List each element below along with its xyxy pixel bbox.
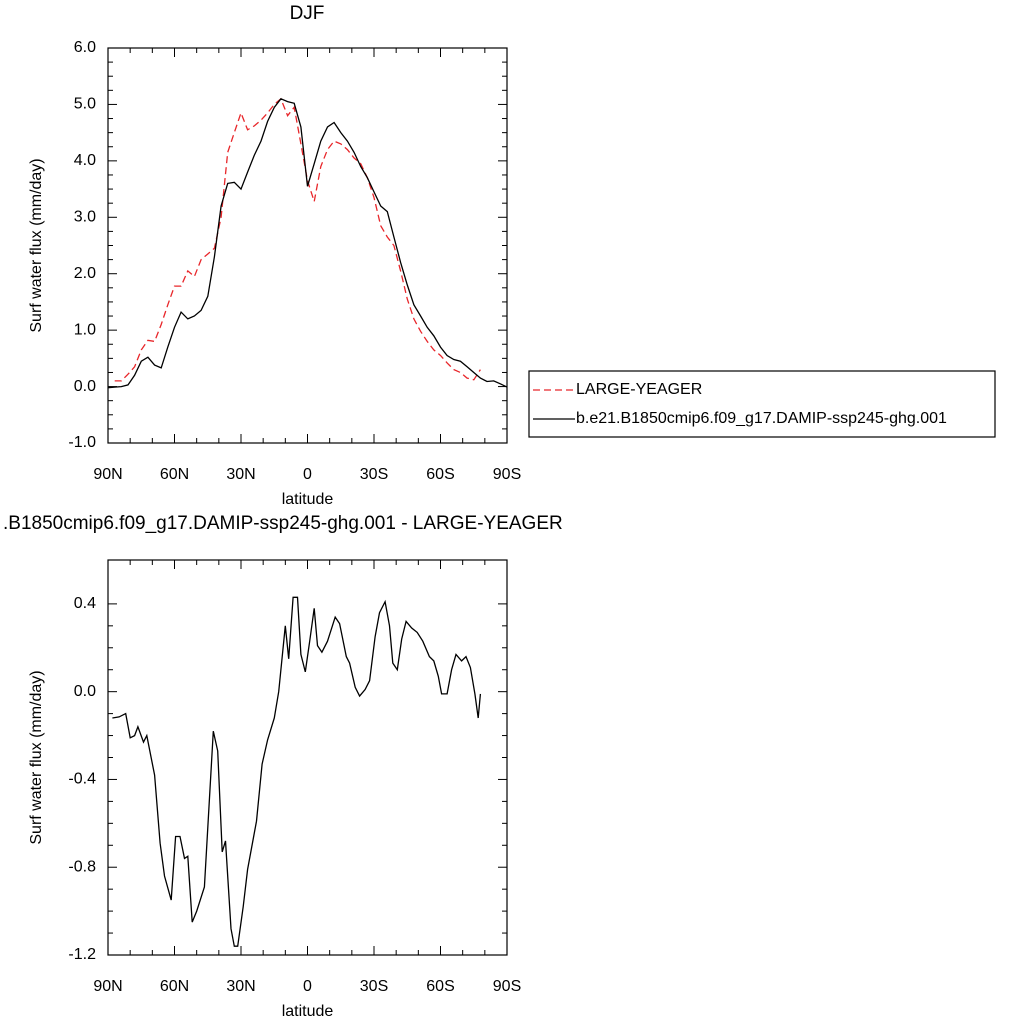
chart-title: .B1850cmip6.f09_g17.DAMIP-ssp245-ghg.001…: [3, 513, 563, 534]
y-axis-label: Surf water flux (mm/day): [28, 158, 45, 332]
data-line: [112, 596, 482, 947]
x-tick-label: 60N: [160, 978, 189, 995]
x-axis-label: latitude: [282, 491, 334, 508]
x-tick-label: 30N: [226, 466, 255, 483]
x-tick-label: 90S: [493, 978, 521, 995]
y-tick-label: -1.0: [68, 434, 96, 451]
x-axis-label: latitude: [282, 1003, 334, 1020]
chart-title: DJF: [290, 3, 325, 24]
legend-label: LARGE-YEAGER: [576, 381, 702, 398]
x-tick-label: 60S: [426, 466, 454, 483]
y-tick-label: 5.0: [74, 96, 96, 113]
plot-frame: [107, 47, 508, 444]
plot: DJF latitude Surf water flux (mm/day) -1.0 0…: [28, 3, 996, 508]
x-tick-label: 0: [303, 978, 312, 995]
x-tick-label: 0: [303, 466, 312, 483]
y-tick-label: 6.0: [74, 39, 96, 56]
x-tick-label: 90S: [493, 466, 521, 483]
plot-frame: [107, 559, 508, 956]
x-tick-label: 30S: [360, 466, 388, 483]
y-axis-label: Surf water flux (mm/day): [28, 670, 45, 844]
x-tick-label: 60N: [160, 466, 189, 483]
y-tick-label: 1.0: [74, 321, 96, 338]
y-tick-label: 0.4: [74, 595, 96, 612]
legend: LARGE-YEAGER b.e21.B1850cmip6.f09_g17.DAM…: [528, 370, 996, 438]
y-tick-label: 4.0: [74, 152, 96, 169]
x-tick-label: 90N: [93, 978, 122, 995]
x-tick-label: 90N: [93, 466, 122, 483]
y-tick-label: -1.2: [68, 946, 96, 963]
y-tick-label: 0.0: [74, 683, 96, 700]
plot: .B1850cmip6.f09_g17.DAMIP-ssp245-ghg.001…: [3, 513, 563, 1020]
y-tick-label: 0.0: [74, 378, 96, 395]
y-tick-label: 3.0: [74, 209, 96, 226]
x-tick-label: 30N: [226, 978, 255, 995]
data-line: [107, 98, 508, 389]
y-tick-label: 2.0: [74, 265, 96, 282]
legend-frame: [528, 370, 996, 438]
data-line: [114, 97, 481, 382]
x-tick-label: 60S: [426, 978, 454, 995]
y-tick-label: -0.8: [68, 858, 96, 875]
x-tick-label: 30S: [360, 978, 388, 995]
y-tick-label: -0.4: [68, 771, 96, 788]
legend-label: b.e21.B1850cmip6.f09_g17.DAMIP-ssp245-gh…: [576, 410, 947, 427]
